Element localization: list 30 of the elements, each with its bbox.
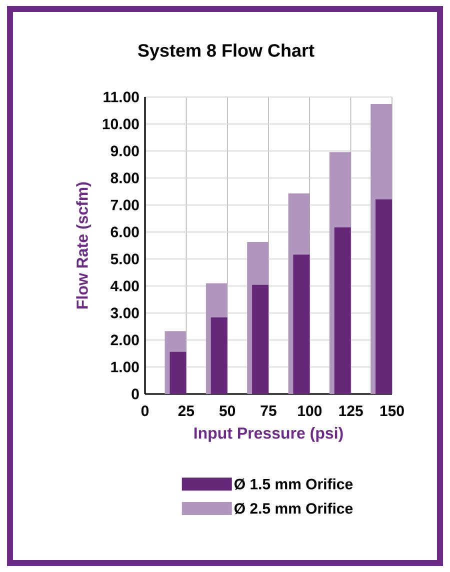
bar [252,284,268,394]
y-tick-label: 5.00 [110,254,139,264]
y-tick-label: 1.00 [111,362,139,372]
y-tick-label: 2.00 [110,334,139,346]
legend-label: Ø 1.5 mm Orifice [234,478,353,490]
chart-title: System 8 Flow Chart [138,44,314,60]
bar [376,199,392,394]
x-tick-label: 75 [260,406,276,416]
x-tick-label: 0 [141,406,149,416]
bar [334,227,351,394]
y-tick-label: 10.00 [102,118,139,130]
y-tick-label: 4.00 [110,280,139,292]
x-tick-label: 125 [339,406,363,416]
y-tick-label: 3.00 [110,308,139,318]
x-tick-label: 50 [219,406,236,416]
y-tick-label: 8.00 [110,172,139,184]
x-tick-label: 25 [178,406,194,416]
bar [293,254,310,394]
x-tick-label: 150 [380,406,404,416]
y-tick-label: 11.00 [104,92,139,102]
bar [210,317,228,394]
x-tick-label: 100 [298,406,322,416]
bar [170,352,186,394]
y-tick-label: 7.00 [110,200,139,210]
y-axis-title: Flow Rate (scfm) [76,182,92,308]
y-tick-label: 0 [132,388,139,400]
y-tick-label: 6.00 [110,226,139,238]
y-tick-label: 9.00 [110,146,139,156]
legend-label: Ø 2.5 mm Orifice [234,502,353,514]
x-axis-title: Input Pressure (psi) [194,427,343,442]
